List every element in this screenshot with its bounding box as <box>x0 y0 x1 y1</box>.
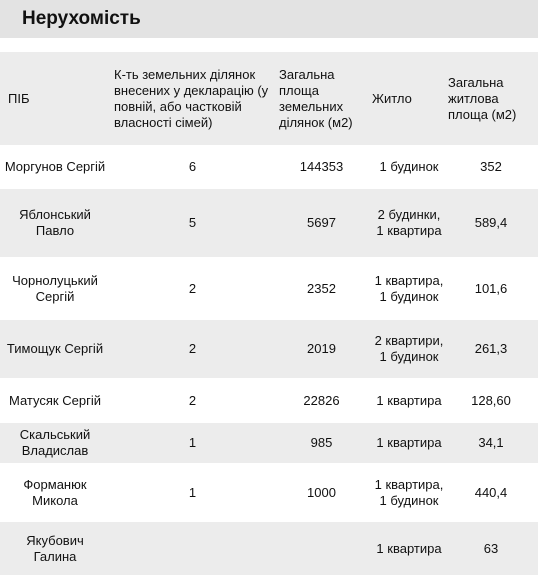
cell-land-area: 144353 <box>299 159 344 174</box>
table-header-row: ПІБ К-ть земельних ділянок внесених у де… <box>0 52 538 145</box>
cell-name: Моргунов Сергій <box>4 159 106 174</box>
cell-housing: 1 будинок <box>379 159 439 174</box>
header-land-area: Загальна площа земельних ділянок (м2) <box>279 66 353 130</box>
cell-housing: 2 квартири, 1 будинок <box>374 333 444 364</box>
cell-land-area: 2352 <box>307 280 336 296</box>
cell-living-area: 440,4 <box>474 484 508 500</box>
cell-living-area: 352 <box>480 159 502 174</box>
table-row: Матусяк Сергій 2 22826 1 квартира 128,60 <box>0 378 538 423</box>
cell-land-area: 22826 <box>303 392 340 408</box>
cell-living-area: 101,6 <box>474 280 508 296</box>
header-living-area: Загальна житлова площа (м2) <box>448 74 517 122</box>
table-row: Моргунов Сергій 6 144353 1 будинок 352 <box>0 145 538 189</box>
cell-plots: 2 <box>188 280 197 296</box>
table-row: Форманюк Микола 1 1000 1 квартира, 1 буд… <box>0 463 538 522</box>
cell-name: Форманюк Микола <box>23 476 87 508</box>
cell-land-area: 1000 <box>307 484 336 500</box>
table-row: Скальський Владислав 1 985 1 квартира 34… <box>0 423 538 463</box>
table-row: Яблонський Павло 5 5697 2 будинки, 1 ква… <box>0 189 538 257</box>
header-housing: Житло <box>372 90 412 106</box>
cell-housing: 1 квартира, 1 будинок <box>374 476 444 508</box>
cell-plots: 2 <box>188 341 197 356</box>
cell-plots: 5 <box>188 215 197 230</box>
cell-land-area <box>275 522 368 575</box>
section-title: Нерухомість <box>22 8 141 29</box>
cell-housing: 1 квартира <box>376 392 442 408</box>
cell-name: Матусяк Сергій <box>9 392 101 408</box>
cell-living-area: 261,3 <box>474 341 508 356</box>
cell-plots: 6 <box>188 159 197 174</box>
header-plots-count: К-ть земельних ділянок внесених у деклар… <box>114 66 269 130</box>
cell-plots <box>110 522 275 575</box>
cell-name: Чорнолуцький Сергій <box>12 272 98 304</box>
cell-name: Скальський Владислав <box>19 427 91 458</box>
real-estate-table: ПІБ К-ть земельних ділянок внесених у де… <box>0 52 538 575</box>
cell-living-area: 34,1 <box>478 435 504 450</box>
cell-land-area: 5697 <box>307 215 336 230</box>
cell-name: Якубович Галина <box>26 532 84 564</box>
cell-housing: 1 квартира, 1 будинок <box>374 272 444 304</box>
cell-name: Тимощук Сергій <box>6 341 104 356</box>
spacer <box>0 38 538 52</box>
cell-living-area: 63 <box>483 540 499 556</box>
header-name: ПІБ <box>8 90 30 106</box>
cell-living-area: 589,4 <box>474 215 508 230</box>
cell-plots: 1 <box>188 484 197 500</box>
cell-living-area: 128,60 <box>471 392 511 408</box>
cell-land-area: 985 <box>310 435 333 450</box>
cell-housing: 2 будинки, 1 квартира <box>376 207 442 238</box>
table-row: Тимощук Сергій 2 2019 2 квартири, 1 буди… <box>0 320 538 378</box>
cell-housing: 1 квартира <box>376 540 442 556</box>
cell-land-area: 2019 <box>307 341 336 356</box>
section-title-bar: Нерухомість <box>0 0 538 38</box>
table-row: Якубович Галина 1 квартира 63 <box>0 522 538 575</box>
cell-name: Яблонський Павло <box>19 207 91 238</box>
table-row: Чорнолуцький Сергій 2 2352 1 квартира, 1… <box>0 257 538 320</box>
cell-housing: 1 квартира <box>376 435 442 450</box>
cell-plots: 1 <box>188 435 197 450</box>
cell-plots: 2 <box>188 392 197 408</box>
